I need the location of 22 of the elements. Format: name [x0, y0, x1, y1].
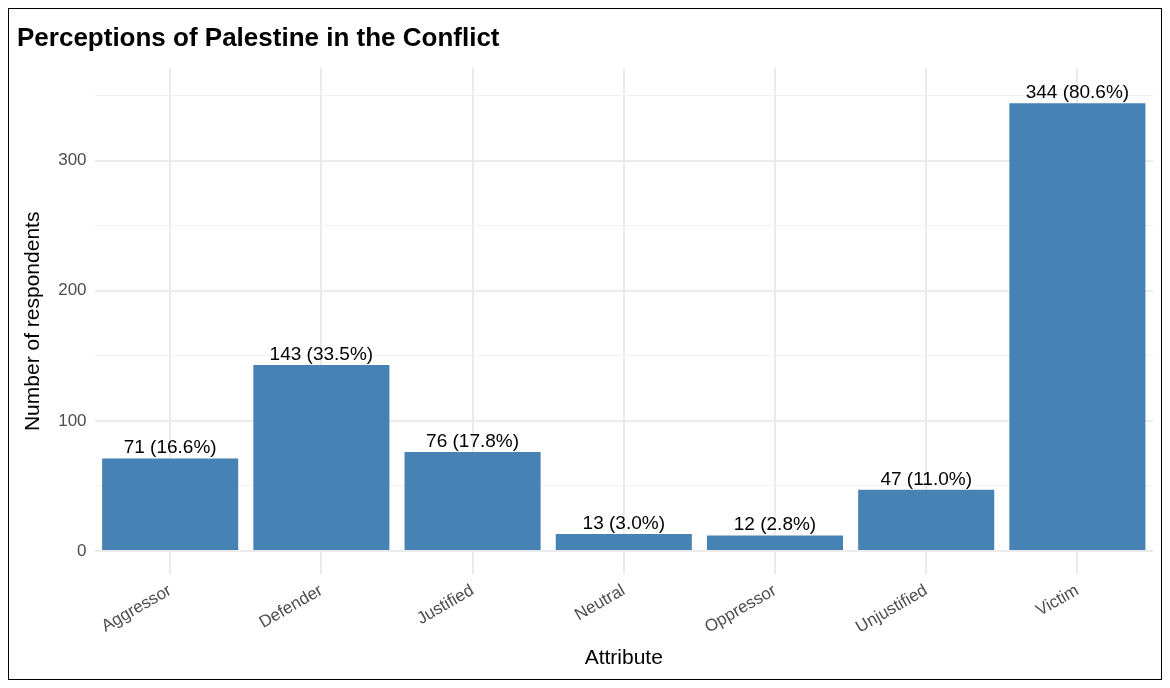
data-label: 47 (11.0%) [880, 467, 972, 489]
y-tick-label: 100 [58, 410, 87, 430]
data-label: 12 (2.8%) [733, 513, 817, 535]
y-axis-title: Number of respondents [20, 211, 44, 432]
bar [102, 458, 239, 551]
data-label: 344 (80.6%) [1025, 81, 1130, 103]
bar [253, 364, 390, 551]
bar [404, 452, 541, 551]
data-label: 71 (16.6%) [123, 436, 217, 458]
data-label: 13 (3.0%) [582, 511, 665, 533]
y-tick-label: 0 [77, 540, 87, 560]
x-axis-title: Attribute [584, 645, 663, 669]
data-label: 143 (33.5%) [269, 342, 374, 364]
bar [1009, 103, 1146, 551]
y-tick-label: 200 [58, 280, 87, 300]
y-tick-label: 300 [58, 150, 87, 170]
chart-title: Perceptions of Palestine in the Conflict [17, 21, 500, 52]
bar [706, 535, 844, 551]
bar [555, 534, 692, 551]
bar [858, 489, 995, 551]
x-tick-label: Victim [1032, 580, 1082, 620]
data-label: 76 (17.8%) [426, 429, 520, 451]
